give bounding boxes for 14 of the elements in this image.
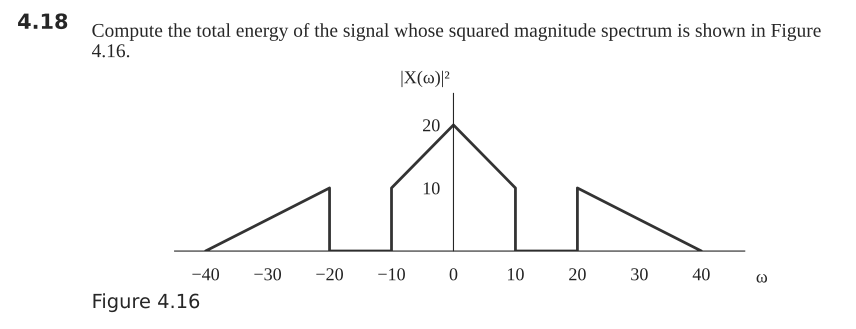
x-tick-label: 20 bbox=[569, 268, 586, 280]
chart-title: 4.18 bbox=[18, 13, 68, 30]
x-tick-label: −30 bbox=[254, 268, 282, 280]
x-tick-label: −10 bbox=[378, 268, 405, 280]
x-tick-label: 10 bbox=[508, 268, 524, 280]
x-tick-label: −40 bbox=[192, 268, 220, 280]
x-tick-label: 40 bbox=[692, 268, 710, 280]
y-axis-title: |X(ω)|² bbox=[402, 70, 450, 88]
x-tick-label: 30 bbox=[631, 268, 648, 280]
caption: Figure 4.16 bbox=[94, 293, 200, 312]
x-tick-label: −20 bbox=[316, 268, 343, 280]
chart-subtitle: Compute the total energy of the signal whose squared magnitude spectrum is shown in Figure 4.16. bbox=[92, 23, 821, 58]
x-tick-label: 0 bbox=[450, 268, 458, 280]
x-axis-title: ω bbox=[756, 274, 768, 283]
